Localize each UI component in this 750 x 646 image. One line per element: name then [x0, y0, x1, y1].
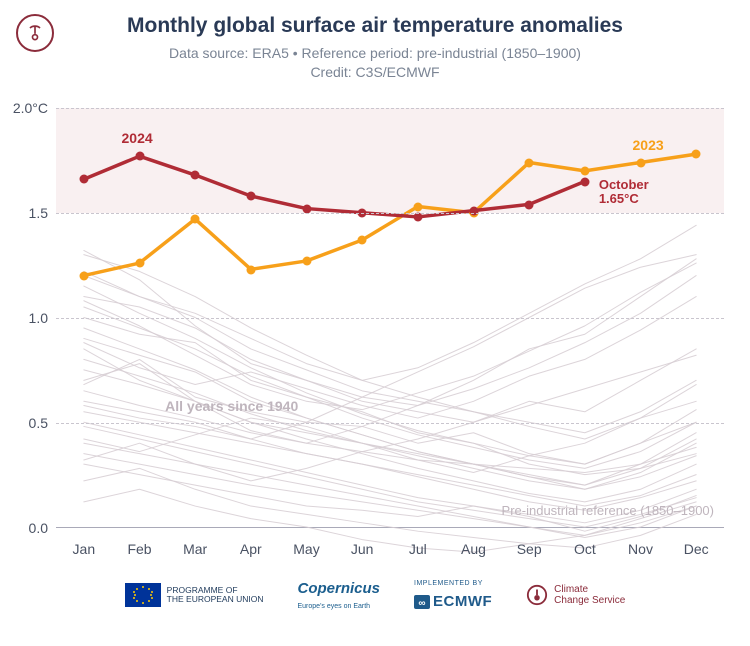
thermometer-icon	[25, 23, 45, 43]
gridline	[56, 318, 724, 319]
data-point-marker	[246, 265, 255, 274]
subtitle-line-1: Data source: ERA5 • Reference period: pr…	[0, 44, 750, 63]
x-tick-label: Oct	[574, 527, 596, 557]
gridline	[56, 108, 724, 109]
copernicus-text: Copernicus	[298, 580, 381, 597]
data-point-marker	[525, 158, 534, 167]
logo-badge-corner	[16, 14, 54, 52]
climate-line2: Change Service	[554, 595, 625, 606]
y-tick-label: 1.5	[29, 205, 56, 221]
x-tick-label: Feb	[127, 527, 151, 557]
copernicus-subtext: Europe's eyes on Earth	[298, 603, 371, 610]
chart-title: Monthly global surface air temperature a…	[0, 14, 750, 38]
x-tick-label: Mar	[183, 527, 207, 557]
footer-logos: PROGRAMME OF THE EUROPEAN UNION Copernic…	[0, 580, 750, 610]
climate-line1: Climate	[554, 584, 625, 595]
data-point-marker	[358, 236, 367, 245]
y-tick-label: 2.0°C	[13, 100, 56, 116]
logo-ecmwf: IMPLEMENTED BY ∞ ECMWF	[414, 580, 492, 610]
x-tick-label: Nov	[628, 527, 653, 557]
label-callout: October 1.65°C	[599, 178, 649, 208]
data-point-marker	[469, 206, 478, 215]
eu-program-text: PROGRAMME OF THE EUROPEAN UNION	[167, 586, 264, 605]
data-point-marker	[135, 259, 144, 268]
data-point-marker	[413, 202, 422, 211]
ecmwf-top: IMPLEMENTED BY	[414, 580, 483, 587]
data-point-marker	[525, 200, 534, 209]
x-tick-label: Jul	[409, 527, 427, 557]
y-tick-label: 1.0	[29, 310, 56, 326]
data-point-marker	[246, 192, 255, 201]
x-tick-label: Sep	[517, 527, 542, 557]
chart-header: Monthly global surface air temperature a…	[0, 0, 750, 82]
label-2023: 2023	[633, 137, 664, 153]
data-point-marker	[302, 204, 311, 213]
ecmwf-text: ECMWF	[433, 593, 492, 610]
chart-subtitle: Data source: ERA5 • Reference period: pr…	[0, 44, 750, 82]
logo-climate-service: Climate Change Service	[526, 584, 625, 606]
label-2024: 2024	[122, 130, 153, 146]
data-point-marker	[692, 150, 701, 159]
logo-eu: PROGRAMME OF THE EUROPEAN UNION	[125, 583, 264, 607]
data-point-marker	[79, 272, 88, 281]
data-point-marker	[135, 152, 144, 161]
subtitle-line-2: Credit: C3S/ECMWF	[0, 63, 750, 82]
logo-copernicus: Copernicus Europe's eyes on Earth	[298, 580, 381, 610]
callout-month: October	[599, 178, 649, 193]
gridline	[56, 423, 724, 424]
ecmwf-icon: ∞	[414, 595, 430, 609]
data-point-marker	[191, 171, 200, 180]
climate-icon	[526, 584, 548, 606]
x-tick-label: Aug	[461, 527, 486, 557]
data-point-marker	[79, 175, 88, 184]
callout-value: 1.65°C	[599, 192, 649, 207]
label-preindustrial: Pre-industrial reference (1850–1900)	[502, 503, 714, 518]
eu-flag-icon	[125, 583, 161, 607]
x-tick-label: Dec	[684, 527, 709, 557]
data-point-marker	[413, 213, 422, 222]
svg-text:∞: ∞	[418, 598, 425, 609]
data-point-marker	[191, 215, 200, 224]
data-point-marker	[636, 158, 645, 167]
x-tick-label: Apr	[240, 527, 262, 557]
x-tick-label: Jun	[351, 527, 374, 557]
x-tick-label: Jan	[73, 527, 96, 557]
label-historical: All years since 1940	[165, 398, 298, 414]
gridline	[56, 213, 724, 214]
x-tick-label: May	[293, 527, 319, 557]
data-point-marker	[580, 177, 589, 186]
chart-plot-area: 2024 2023 October 1.65°C All years since…	[56, 108, 724, 528]
data-point-marker	[302, 257, 311, 266]
data-point-marker	[580, 167, 589, 176]
y-tick-label: 0.0	[29, 520, 56, 536]
y-tick-label: 0.5	[29, 415, 56, 431]
